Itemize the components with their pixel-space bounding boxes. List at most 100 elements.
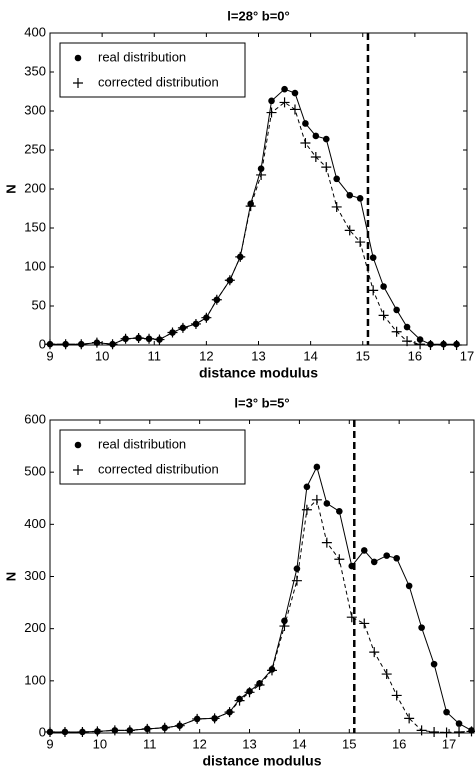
point bbox=[281, 85, 288, 93]
y-tick-label: 600 bbox=[24, 411, 46, 426]
legend-label: corrected distribution bbox=[98, 461, 219, 476]
point bbox=[300, 137, 311, 148]
chart-title: l=3° b=5° bbox=[234, 395, 289, 410]
point bbox=[443, 708, 450, 716]
x-tick-label: 15 bbox=[342, 736, 356, 751]
x-tick-label: 16 bbox=[408, 348, 422, 363]
point bbox=[348, 562, 356, 570]
point bbox=[381, 669, 392, 680]
point bbox=[380, 283, 387, 290]
point bbox=[313, 463, 321, 471]
point bbox=[370, 558, 378, 566]
point bbox=[311, 494, 322, 505]
point bbox=[346, 191, 354, 199]
point bbox=[244, 687, 255, 698]
point bbox=[369, 647, 380, 658]
legend-marker bbox=[74, 54, 82, 62]
point bbox=[405, 582, 413, 590]
x-tick-label: 12 bbox=[199, 348, 213, 363]
point bbox=[334, 554, 345, 565]
point bbox=[344, 225, 355, 236]
y-tick-label: 0 bbox=[39, 724, 46, 739]
point bbox=[336, 507, 343, 515]
point bbox=[245, 201, 256, 212]
point bbox=[289, 104, 300, 115]
point bbox=[416, 725, 427, 736]
point bbox=[124, 725, 135, 736]
point bbox=[369, 254, 377, 261]
y-tick-label: 300 bbox=[24, 102, 46, 117]
point bbox=[391, 690, 402, 701]
point bbox=[391, 326, 402, 337]
point bbox=[279, 97, 290, 108]
point bbox=[454, 726, 465, 737]
y-tick-label: 0 bbox=[39, 336, 46, 351]
y-tick-label: 100 bbox=[24, 258, 46, 273]
point bbox=[302, 120, 309, 127]
point bbox=[291, 89, 299, 97]
point bbox=[441, 727, 452, 738]
point bbox=[268, 97, 275, 105]
point bbox=[293, 565, 301, 572]
y-tick-label: 350 bbox=[24, 63, 46, 78]
legend-label: real distribution bbox=[98, 49, 186, 64]
legend bbox=[59, 42, 246, 98]
legend-marker bbox=[73, 465, 83, 475]
point bbox=[438, 340, 449, 350]
point bbox=[279, 621, 290, 632]
point bbox=[393, 306, 400, 314]
legend-label: real distribution bbox=[98, 436, 186, 451]
point bbox=[266, 665, 277, 676]
point bbox=[209, 713, 220, 724]
x-tick-label: 17 bbox=[460, 348, 474, 363]
point bbox=[266, 107, 277, 118]
x-tick-label: 17 bbox=[442, 736, 456, 751]
point bbox=[174, 720, 185, 731]
point bbox=[201, 312, 212, 323]
x-tick-label: 15 bbox=[356, 348, 370, 363]
point bbox=[59, 726, 70, 737]
y-axis-label: N bbox=[3, 184, 18, 193]
legend-marker bbox=[73, 78, 83, 88]
point bbox=[360, 547, 368, 554]
point bbox=[356, 195, 364, 202]
y-tick-label: 200 bbox=[24, 180, 46, 195]
x-tick-label: 9 bbox=[46, 736, 53, 751]
point bbox=[455, 720, 463, 727]
point bbox=[76, 339, 87, 350]
point bbox=[60, 339, 71, 350]
point bbox=[321, 537, 332, 548]
point bbox=[91, 337, 102, 348]
point bbox=[355, 237, 366, 248]
point bbox=[133, 332, 144, 343]
point bbox=[177, 322, 188, 333]
y-tick-label: 150 bbox=[24, 219, 46, 234]
series-line bbox=[50, 88, 457, 345]
point bbox=[323, 500, 331, 507]
point bbox=[331, 201, 342, 212]
point bbox=[310, 152, 321, 163]
point bbox=[109, 725, 120, 736]
point bbox=[224, 275, 235, 286]
x-tick-label: 9 bbox=[46, 348, 53, 363]
point bbox=[211, 294, 222, 305]
point bbox=[303, 483, 311, 491]
point bbox=[142, 723, 153, 734]
point bbox=[192, 713, 203, 724]
point bbox=[77, 726, 88, 737]
point bbox=[425, 340, 436, 350]
y-tick-label: 100 bbox=[24, 672, 46, 687]
x-tick-label: 14 bbox=[292, 736, 306, 751]
legend-label: corrected distribution bbox=[98, 74, 219, 89]
y-tick-label: 50 bbox=[32, 297, 46, 312]
chart-title: l=28° b=0° bbox=[227, 8, 289, 23]
point bbox=[107, 339, 118, 350]
legend-marker bbox=[74, 441, 82, 449]
point bbox=[383, 552, 391, 559]
series-line bbox=[50, 465, 472, 733]
point bbox=[368, 285, 379, 296]
point bbox=[190, 318, 201, 329]
y-tick-label: 250 bbox=[24, 141, 46, 156]
point bbox=[159, 722, 170, 733]
point bbox=[301, 504, 312, 515]
